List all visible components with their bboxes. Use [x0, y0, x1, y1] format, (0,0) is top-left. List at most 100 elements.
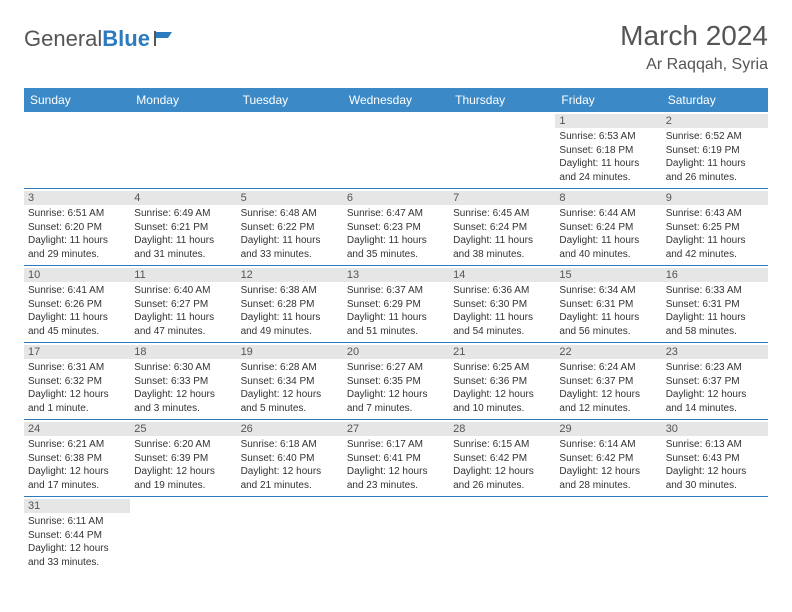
calendar-day-cell: [130, 497, 236, 574]
day-number: 2: [662, 114, 768, 128]
calendar-day-cell: 14 Sunrise: 6:36 AMSunset: 6:30 PMDayligh…: [449, 266, 555, 343]
logo-text-main: General: [24, 26, 102, 52]
day-number: 7: [449, 191, 555, 205]
day-number: 17: [24, 345, 130, 359]
day-info: Sunrise: 6:38 AMSunset: 6:28 PMDaylight:…: [241, 284, 339, 338]
day-number: 25: [130, 422, 236, 436]
day-number: 16: [662, 268, 768, 282]
calendar-week-row: 10 Sunrise: 6:41 AMSunset: 6:26 PMDayligh…: [24, 266, 768, 343]
calendar-day-cell: 10 Sunrise: 6:41 AMSunset: 6:26 PMDayligh…: [24, 266, 130, 343]
calendar-day-cell: 3 Sunrise: 6:51 AMSunset: 6:20 PMDaylight…: [24, 189, 130, 266]
day-info: Sunrise: 6:27 AMSunset: 6:35 PMDaylight:…: [347, 361, 445, 415]
calendar-day-cell: [343, 112, 449, 189]
day-info: Sunrise: 6:48 AMSunset: 6:22 PMDaylight:…: [241, 207, 339, 261]
day-info: Sunrise: 6:13 AMSunset: 6:43 PMDaylight:…: [666, 438, 764, 492]
day-number: 21: [449, 345, 555, 359]
day-number: 18: [130, 345, 236, 359]
day-number: 26: [237, 422, 343, 436]
calendar-week-row: 1 Sunrise: 6:53 AMSunset: 6:18 PMDaylight…: [24, 112, 768, 189]
day-number: 1: [555, 114, 661, 128]
calendar-body: 1 Sunrise: 6:53 AMSunset: 6:18 PMDaylight…: [24, 112, 768, 573]
day-info: Sunrise: 6:41 AMSunset: 6:26 PMDaylight:…: [28, 284, 126, 338]
calendar-day-cell: 6 Sunrise: 6:47 AMSunset: 6:23 PMDaylight…: [343, 189, 449, 266]
day-number: 10: [24, 268, 130, 282]
day-number: 6: [343, 191, 449, 205]
calendar-day-cell: [237, 497, 343, 574]
day-number: 8: [555, 191, 661, 205]
calendar-day-cell: [449, 497, 555, 574]
day-number: 24: [24, 422, 130, 436]
calendar-day-cell: [130, 112, 236, 189]
day-info: Sunrise: 6:51 AMSunset: 6:20 PMDaylight:…: [28, 207, 126, 261]
day-info: Sunrise: 6:34 AMSunset: 6:31 PMDaylight:…: [559, 284, 657, 338]
calendar-day-cell: [237, 112, 343, 189]
day-info: Sunrise: 6:11 AMSunset: 6:44 PMDaylight:…: [28, 515, 126, 569]
day-number: 30: [662, 422, 768, 436]
calendar-week-row: 17Sunrise: 6:31 AMSunset: 6:32 PMDayligh…: [24, 343, 768, 420]
day-number: 22: [555, 345, 661, 359]
calendar-day-header: Saturday: [662, 88, 768, 112]
calendar-day-cell: 15 Sunrise: 6:34 AMSunset: 6:31 PMDayligh…: [555, 266, 661, 343]
day-info: Sunrise: 6:15 AMSunset: 6:42 PMDaylight:…: [453, 438, 551, 492]
day-number: 14: [449, 268, 555, 282]
day-number: 28: [449, 422, 555, 436]
day-number: 27: [343, 422, 449, 436]
calendar-day-cell: 17Sunrise: 6:31 AMSunset: 6:32 PMDayligh…: [24, 343, 130, 420]
calendar-day-header: Wednesday: [343, 88, 449, 112]
day-number: 12: [237, 268, 343, 282]
day-info: Sunrise: 6:25 AMSunset: 6:36 PMDaylight:…: [453, 361, 551, 415]
day-info: Sunrise: 6:47 AMSunset: 6:23 PMDaylight:…: [347, 207, 445, 261]
day-number: 11: [130, 268, 236, 282]
calendar-header-row: SundayMondayTuesdayWednesdayThursdayFrid…: [24, 88, 768, 112]
calendar-week-row: 31 Sunrise: 6:11 AMSunset: 6:44 PMDayligh…: [24, 497, 768, 574]
calendar-day-cell: 28 Sunrise: 6:15 AMSunset: 6:42 PMDayligh…: [449, 420, 555, 497]
calendar-day-cell: 22Sunrise: 6:24 AMSunset: 6:37 PMDayligh…: [555, 343, 661, 420]
calendar-day-cell: 20 Sunrise: 6:27 AMSunset: 6:35 PMDayligh…: [343, 343, 449, 420]
calendar-day-cell: 25 Sunrise: 6:20 AMSunset: 6:39 PMDayligh…: [130, 420, 236, 497]
day-info: Sunrise: 6:23 AMSunset: 6:37 PMDaylight:…: [666, 361, 764, 415]
calendar-day-cell: 2 Sunrise: 6:52 AMSunset: 6:19 PMDaylight…: [662, 112, 768, 189]
calendar-day-header: Thursday: [449, 88, 555, 112]
calendar-table: SundayMondayTuesdayWednesdayThursdayFrid…: [24, 88, 768, 573]
month-title: March 2024: [620, 20, 768, 52]
calendar-day-cell: [662, 497, 768, 574]
calendar-day-cell: 7Sunrise: 6:45 AMSunset: 6:24 PMDaylight…: [449, 189, 555, 266]
calendar-day-cell: 30 Sunrise: 6:13 AMSunset: 6:43 PMDayligh…: [662, 420, 768, 497]
day-info: Sunrise: 6:20 AMSunset: 6:39 PMDaylight:…: [134, 438, 232, 492]
calendar-day-cell: [24, 112, 130, 189]
calendar-day-cell: 21 Sunrise: 6:25 AMSunset: 6:36 PMDayligh…: [449, 343, 555, 420]
day-number: 5: [237, 191, 343, 205]
day-number: 23: [662, 345, 768, 359]
day-info: Sunrise: 6:21 AMSunset: 6:38 PMDaylight:…: [28, 438, 126, 492]
day-info: Sunrise: 6:18 AMSunset: 6:40 PMDaylight:…: [241, 438, 339, 492]
calendar-week-row: 3 Sunrise: 6:51 AMSunset: 6:20 PMDaylight…: [24, 189, 768, 266]
logo-text-sub: Blue: [102, 26, 150, 52]
day-number: 3: [24, 191, 130, 205]
calendar-day-cell: 4Sunrise: 6:49 AMSunset: 6:21 PMDaylight…: [130, 189, 236, 266]
header: General Blue March 2024 Ar Raqqah, Syria: [24, 20, 768, 74]
calendar-day-cell: 9Sunrise: 6:43 AMSunset: 6:25 PMDaylight…: [662, 189, 768, 266]
calendar-day-header: Monday: [130, 88, 236, 112]
title-block: March 2024 Ar Raqqah, Syria: [620, 20, 768, 74]
calendar-day-cell: 13 Sunrise: 6:37 AMSunset: 6:29 PMDayligh…: [343, 266, 449, 343]
calendar-day-cell: [343, 497, 449, 574]
day-info: Sunrise: 6:36 AMSunset: 6:30 PMDaylight:…: [453, 284, 551, 338]
day-number: 15: [555, 268, 661, 282]
day-info: Sunrise: 6:28 AMSunset: 6:34 PMDaylight:…: [241, 361, 339, 415]
calendar-day-cell: 23 Sunrise: 6:23 AMSunset: 6:37 PMDayligh…: [662, 343, 768, 420]
calendar-day-header: Friday: [555, 88, 661, 112]
day-info: Sunrise: 6:43 AMSunset: 6:25 PMDaylight:…: [666, 207, 764, 261]
day-number: 13: [343, 268, 449, 282]
calendar-day-cell: 18Sunrise: 6:30 AMSunset: 6:33 PMDayligh…: [130, 343, 236, 420]
logo: General Blue: [24, 20, 176, 52]
calendar-day-cell: 19Sunrise: 6:28 AMSunset: 6:34 PMDayligh…: [237, 343, 343, 420]
day-info: Sunrise: 6:37 AMSunset: 6:29 PMDaylight:…: [347, 284, 445, 338]
day-number: 29: [555, 422, 661, 436]
day-number: 31: [24, 499, 130, 513]
location: Ar Raqqah, Syria: [620, 56, 768, 74]
calendar-day-header: Tuesday: [237, 88, 343, 112]
calendar-day-cell: 1 Sunrise: 6:53 AMSunset: 6:18 PMDaylight…: [555, 112, 661, 189]
day-info: Sunrise: 6:52 AMSunset: 6:19 PMDaylight:…: [666, 130, 764, 184]
day-info: Sunrise: 6:53 AMSunset: 6:18 PMDaylight:…: [559, 130, 657, 184]
day-number: 20: [343, 345, 449, 359]
